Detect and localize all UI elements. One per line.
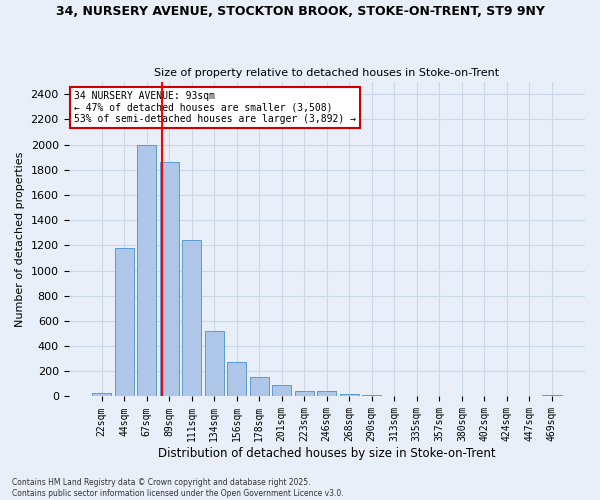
Bar (272, 384, 291, 396)
Bar (160, 162, 179, 396)
Title: Size of property relative to detached houses in Stoke-on-Trent: Size of property relative to detached ho… (154, 68, 499, 78)
Text: 34, NURSERY AVENUE, STOCKTON BROOK, STOKE-ON-TRENT, ST9 9NY: 34, NURSERY AVENUE, STOCKTON BROOK, STOK… (56, 5, 544, 18)
Bar (362, 394, 382, 396)
Bar (295, 391, 314, 396)
Bar (340, 394, 359, 396)
X-axis label: Distribution of detached houses by size in Stoke-on-Trent: Distribution of detached houses by size … (158, 447, 496, 460)
Bar (227, 362, 246, 396)
Bar (115, 248, 134, 396)
Bar (250, 377, 269, 396)
Bar (92, 394, 111, 396)
Bar (205, 331, 224, 396)
Text: Contains HM Land Registry data © Crown copyright and database right 2025.
Contai: Contains HM Land Registry data © Crown c… (12, 478, 344, 498)
Y-axis label: Number of detached properties: Number of detached properties (15, 152, 25, 326)
Text: 34 NURSERY AVENUE: 93sqm
← 47% of detached houses are smaller (3,508)
53% of sem: 34 NURSERY AVENUE: 93sqm ← 47% of detach… (74, 91, 356, 124)
Bar (182, 240, 201, 396)
Bar (137, 144, 156, 396)
Bar (542, 394, 562, 396)
Bar (317, 391, 337, 396)
